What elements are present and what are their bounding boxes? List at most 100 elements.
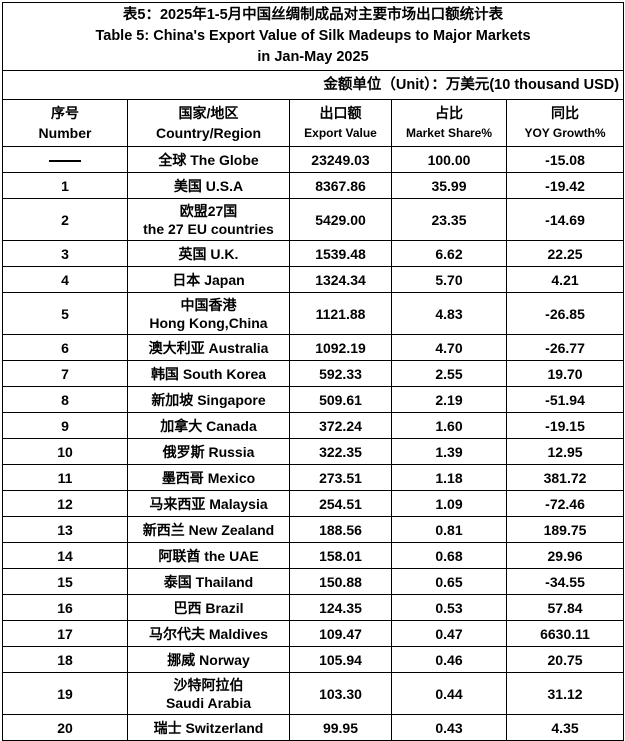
header-number: 序号 Number — [2, 99, 128, 147]
cell-region: 新西兰 New Zealand — [127, 516, 290, 543]
region-line: 新加坡 Singapore — [151, 391, 266, 408]
region-line: 英国 U.K. — [178, 245, 239, 262]
cell-number: 1 — [2, 172, 128, 199]
cell-number: 6 — [2, 334, 128, 361]
region-line: 沙特阿拉伯 — [173, 676, 244, 693]
cell-market-share: 1.09 — [391, 490, 507, 517]
title-row: 表5：2025年1-5月中国丝绸制成品对主要市场出口额统计表 Table 5: … — [1, 2, 625, 71]
table-row: 16 巴西 Brazil 124.35 0.53 57.84 — [2, 594, 625, 621]
cell-export-value: 124.35 — [289, 594, 392, 621]
header-zh: 同比 — [551, 105, 580, 121]
header-en: Export Value — [304, 126, 377, 140]
cell-market-share: 1.39 — [391, 438, 507, 465]
cell-yoy-growth: 381.72 — [505, 464, 625, 491]
region-line: 澳大利亚 Australia — [148, 339, 269, 356]
table-row: 14 阿联酋 the UAE 158.01 0.68 29.96 — [2, 542, 625, 569]
region-line: 新西兰 New Zealand — [142, 521, 275, 538]
cell-market-share: 0.65 — [391, 568, 507, 595]
header-zh: 出口额 — [319, 105, 362, 121]
cell-market-share: 0.68 — [391, 542, 507, 569]
cell-export-value: 592.33 — [289, 360, 392, 387]
cell-yoy-growth: 12.95 — [505, 438, 625, 465]
cell-number: 14 — [2, 542, 128, 569]
cell-export-value: 1324.34 — [289, 266, 392, 293]
cell-yoy-growth: 29.96 — [505, 542, 625, 569]
cell-export-value: 109.47 — [289, 620, 392, 647]
cell-number: 17 — [2, 620, 128, 647]
cell-export-value: 103.30 — [289, 672, 392, 715]
cell-market-share: 35.99 — [391, 172, 507, 199]
header-market-share: 占比 Market Share% — [391, 99, 507, 147]
cell-number: 16 — [2, 594, 128, 621]
cell-number: 19 — [2, 672, 128, 715]
header-zh: 序号 — [51, 105, 79, 121]
cell-export-value: 1121.88 — [289, 292, 392, 335]
region-line: 俄罗斯 Russia — [162, 443, 255, 460]
header-export-value: 出口额 Export Value — [289, 99, 392, 147]
cell-export-value: 8367.86 — [289, 172, 392, 199]
region-line: 阿联酋 the UAE — [158, 547, 259, 564]
cell-market-share: 2.19 — [391, 386, 507, 413]
cell-market-share: 2.55 — [391, 360, 507, 387]
region-line: 中国香港 — [180, 296, 237, 313]
cell-number: 13 — [2, 516, 128, 543]
cell-region: 英国 U.K. — [127, 240, 290, 267]
cell-export-value: 509.61 — [289, 386, 392, 413]
cell-yoy-growth: -34.55 — [505, 568, 625, 595]
region-line: Hong Kong,China — [149, 314, 268, 331]
cell-export-value: 1539.48 — [289, 240, 392, 267]
header-yoy-growth: 同比 YOY Growth% — [505, 99, 625, 147]
cell-region: 美国 U.S.A — [127, 172, 290, 199]
cell-region: 马来西亚 Malaysia — [127, 490, 290, 517]
cell-number: 11 — [2, 464, 128, 491]
table-title: 表5：2025年1-5月中国丝绸制成品对主要市场出口额统计表 Table 5: … — [1, 2, 625, 71]
cell-yoy-growth: 4.21 — [505, 266, 625, 293]
cell-market-share: 1.60 — [391, 412, 507, 439]
cell-yoy-growth: 6630.11 — [505, 620, 625, 647]
region-line: 巴西 Brazil — [173, 599, 244, 616]
cell-yoy-growth: 57.84 — [505, 594, 625, 621]
cell-number: 3 — [2, 240, 128, 267]
cell-region: 加拿大 Canada — [127, 412, 290, 439]
cell-export-value: 254.51 — [289, 490, 392, 517]
region-line: 韩国 South Korea — [150, 365, 267, 382]
cell-yoy-growth: -26.77 — [505, 334, 625, 361]
region-line: 加拿大 Canada — [160, 417, 257, 434]
table-row: 17 马尔代夫 Maldives 109.47 0.47 6630.11 — [2, 620, 625, 647]
table-row: 13 新西兰 New Zealand 188.56 0.81 189.75 — [2, 516, 625, 543]
cell-region: 韩国 South Korea — [127, 360, 290, 387]
cell-yoy-growth: -26.85 — [505, 292, 625, 335]
cell-export-value: 188.56 — [289, 516, 392, 543]
cell-region: 泰国 Thailand — [127, 568, 290, 595]
cell-market-share: 6.62 — [391, 240, 507, 267]
table-row: 9 加拿大 Canada 372.24 1.60 -19.15 — [2, 412, 625, 439]
table-row: 8 新加坡 Singapore 509.61 2.19 -51.94 — [2, 386, 625, 413]
unit-label: 金额单位（Unit）：万美元(10 thousand USD) — [1, 70, 625, 100]
table-row: 4 日本 Japan 1324.34 5.70 4.21 — [2, 266, 625, 293]
cell-market-share: 100.00 — [391, 146, 507, 173]
cell-region: 挪威 Norway — [127, 646, 290, 673]
header-en: Country/Region — [156, 125, 261, 141]
cell-number: 2 — [2, 198, 128, 241]
cell-market-share: 0.43 — [391, 714, 507, 741]
cell-yoy-growth: -19.42 — [505, 172, 625, 199]
header-en: Market Share% — [405, 126, 493, 140]
region-line: 马来西亚 Malaysia — [149, 495, 268, 512]
cell-number — [2, 146, 128, 173]
cell-market-share: 4.83 — [391, 292, 507, 335]
cell-market-share: 23.35 — [391, 198, 507, 241]
cell-export-value: 273.51 — [289, 464, 392, 491]
region-line: 马尔代夫 Maldives — [148, 625, 269, 642]
cell-region: 欧盟27国 the 27 EU countries — [127, 198, 290, 241]
header-row: 序号 Number 国家/地区 Country/Region 出口额 Export V… — [2, 99, 625, 147]
table-row: 5 中国香港 Hong Kong,China 1121.88 4.83 -26.85 — [2, 292, 625, 335]
cell-yoy-growth: -15.08 — [505, 146, 625, 173]
cell-number: 12 — [2, 490, 128, 517]
header-en: Number — [38, 125, 92, 141]
cell-region: 瑞士 Switzerland — [127, 714, 290, 741]
cell-market-share: 0.53 — [391, 594, 507, 621]
table-row: 3 英国 U.K. 1539.48 6.62 22.25 — [2, 240, 625, 267]
table-row: 10 俄罗斯 Russia 322.35 1.39 12.95 — [2, 438, 625, 465]
region-line: the 27 EU countries — [143, 220, 274, 237]
